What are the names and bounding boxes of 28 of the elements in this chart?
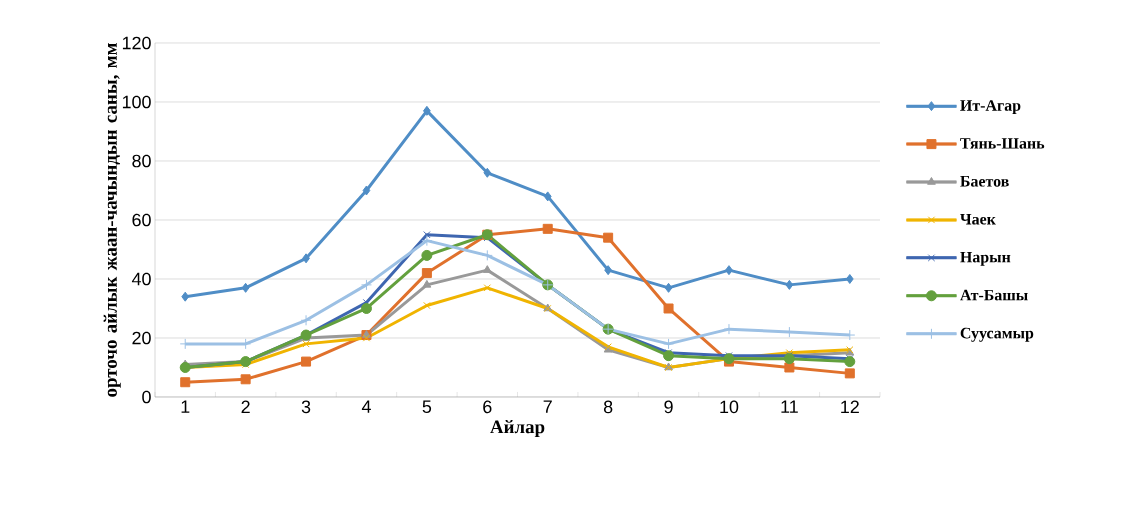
x-tick-label: 6 [483,400,492,414]
x-tick-label: 7 [543,400,552,413]
y-tick-label: 40 [131,272,151,286]
x-tick-label: 4 [361,400,371,413]
y-tick-label: 60 [132,213,151,227]
x-axis-title: Айлар [490,420,545,438]
legend-label: Ат-Башы [960,289,1028,301]
y-tick-label: 120 [122,36,151,50]
y-tick-label: 0 [142,390,151,404]
x-tick-label: 12 [841,400,859,414]
x-tick-label: 8 [603,400,613,414]
legend-label: Суусамыр [960,327,1034,342]
x-tick-label: 11 [781,400,798,413]
x-tick-label: 5 [422,400,432,414]
x-tick-label: 3 [301,400,311,414]
legend-label: Чаек [960,213,996,225]
y-axis-title: орточо айлык жаан-чачындын саны, мм [103,43,121,397]
x-tick-label: 2 [241,400,250,414]
legend-label: Нарын [960,251,1011,266]
y-tick-label: 100 [122,95,151,109]
x-tick-label: 10 [720,400,739,414]
legend-label: Тянь-Шань [960,138,1045,149]
y-tick-label: 80 [132,154,151,168]
x-tick-label: 1 [181,400,190,413]
y-tick-label: 20 [132,331,151,345]
legend-label: Баетов [960,176,1009,187]
x-tick-label: 9 [664,400,673,414]
legend-label: Ит-Агар [960,100,1021,115]
